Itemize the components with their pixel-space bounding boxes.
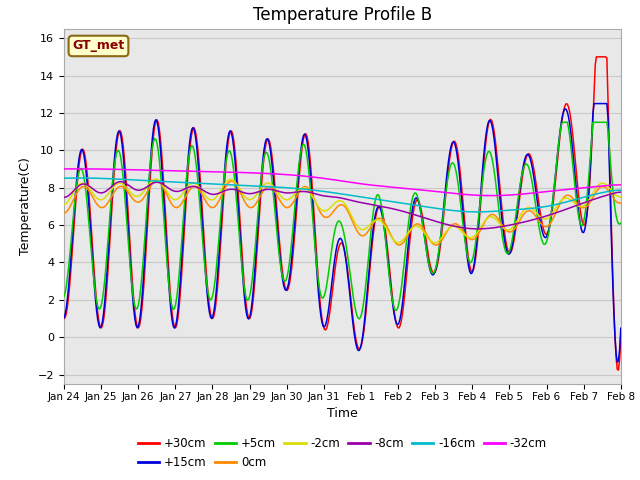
- X-axis label: Time: Time: [327, 407, 358, 420]
- Text: GT_met: GT_met: [72, 39, 125, 52]
- Title: Temperature Profile B: Temperature Profile B: [253, 6, 432, 24]
- Legend: +30cm, +15cm, +5cm, 0cm, -2cm, -8cm, -16cm, -32cm: +30cm, +15cm, +5cm, 0cm, -2cm, -8cm, -16…: [133, 432, 552, 474]
- Y-axis label: Temperature(C): Temperature(C): [19, 157, 32, 255]
